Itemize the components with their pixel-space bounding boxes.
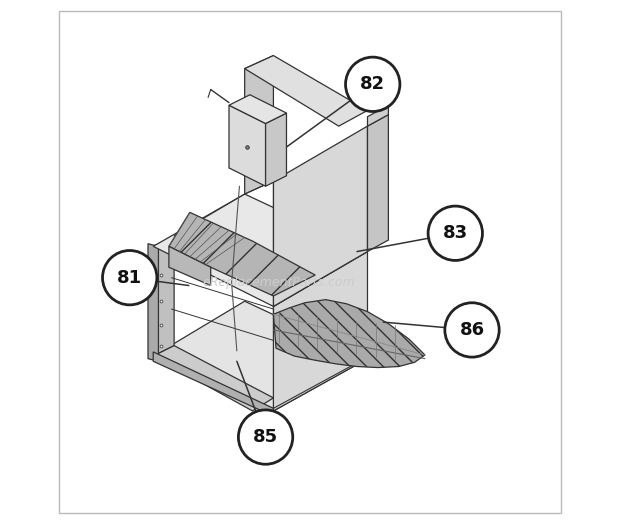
Polygon shape <box>273 300 425 367</box>
Polygon shape <box>245 56 273 194</box>
Polygon shape <box>153 352 273 416</box>
Polygon shape <box>148 244 159 361</box>
Polygon shape <box>153 301 368 411</box>
Polygon shape <box>265 113 286 186</box>
Polygon shape <box>368 115 388 252</box>
Polygon shape <box>169 246 211 286</box>
Circle shape <box>102 250 157 305</box>
Polygon shape <box>229 95 286 124</box>
Polygon shape <box>368 105 388 126</box>
Text: 83: 83 <box>443 224 468 242</box>
Polygon shape <box>153 194 368 307</box>
Circle shape <box>428 206 482 260</box>
Circle shape <box>239 410 293 464</box>
Text: 85: 85 <box>253 428 278 446</box>
Polygon shape <box>245 56 368 126</box>
Polygon shape <box>229 105 265 186</box>
Polygon shape <box>153 236 174 356</box>
Text: 82: 82 <box>360 75 385 93</box>
Polygon shape <box>273 126 368 307</box>
Text: 81: 81 <box>117 269 142 287</box>
Circle shape <box>345 57 400 112</box>
Polygon shape <box>273 252 368 411</box>
Text: eReplacementParts.com: eReplacementParts.com <box>202 276 355 289</box>
Text: 86: 86 <box>459 321 485 339</box>
Polygon shape <box>169 212 315 296</box>
Polygon shape <box>153 346 273 411</box>
Circle shape <box>445 303 499 357</box>
